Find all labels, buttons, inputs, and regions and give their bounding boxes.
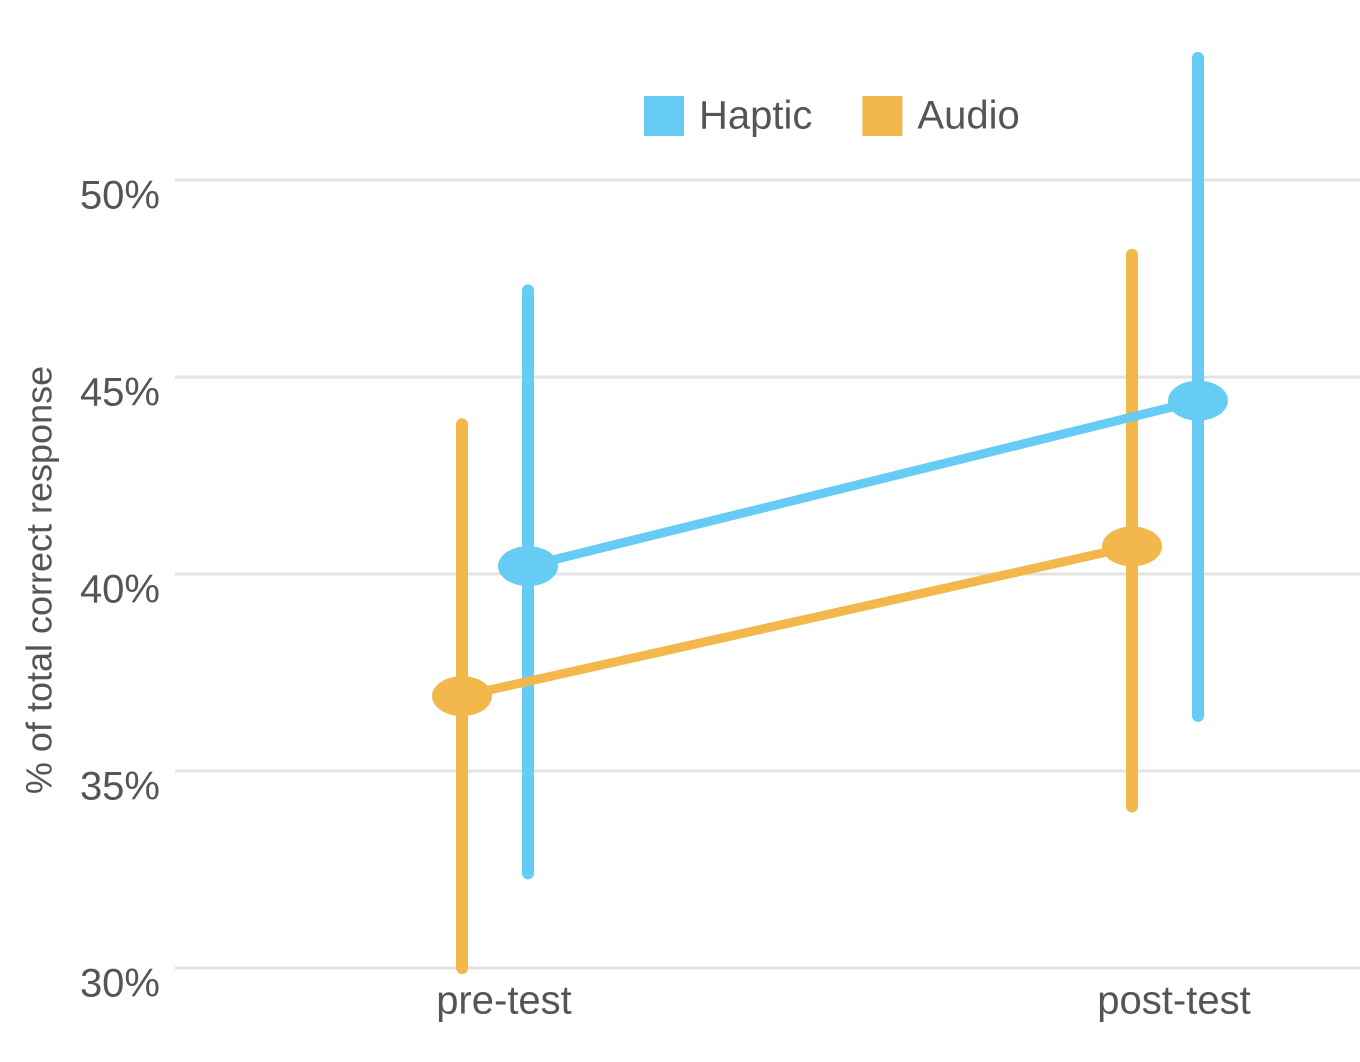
y-tick-label: 35% (80, 765, 160, 809)
x-tick-label: pre-test (436, 979, 572, 1023)
point (432, 676, 492, 717)
legend-swatch (862, 96, 903, 136)
x-tick-label: post-test (1097, 979, 1250, 1023)
point (1102, 526, 1162, 567)
legend-swatch (644, 96, 684, 136)
series-line (461, 542, 1133, 701)
point (498, 546, 558, 587)
y-axis-title: % of total correct response (19, 366, 60, 794)
y-tick-label: 45% (80, 371, 160, 415)
point (1168, 380, 1228, 421)
y-tick-label: 50% (80, 174, 160, 218)
legend-label: Audio (917, 94, 1019, 138)
y-tick-label: 30% (80, 962, 160, 1006)
y-tick-label: 40% (80, 568, 160, 612)
legend-label: Haptic (699, 94, 812, 138)
series-line (526, 396, 1200, 571)
